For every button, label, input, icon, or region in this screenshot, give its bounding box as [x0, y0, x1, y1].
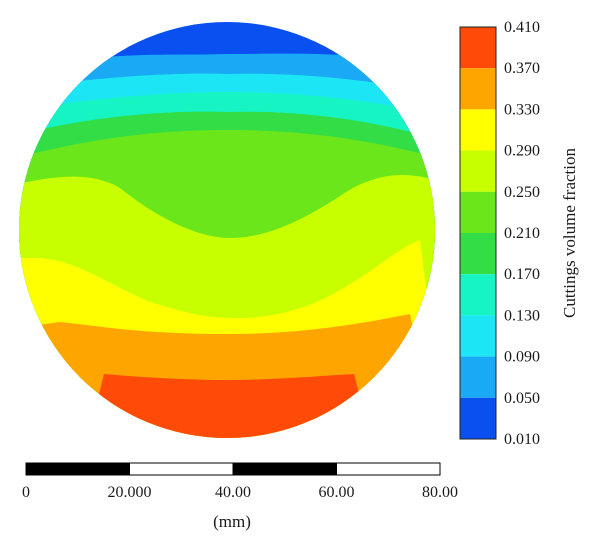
- scale-bar-segment: [232, 462, 337, 476]
- colorbar-tick-label: 0.170: [504, 266, 540, 283]
- scale-bar-segment: [336, 462, 441, 476]
- colorbar-swatch: [460, 109, 496, 151]
- scale-bar-tick-label: 80.00: [422, 484, 458, 501]
- colorbar-tick-label: 0.330: [504, 101, 540, 118]
- colorbar-swatch: [460, 191, 496, 233]
- colorbar-swatch: [460, 315, 496, 357]
- scale-bar: 0 20.000 40.00 60.00 80.00: [22, 462, 458, 501]
- colorbar-swatch: [460, 68, 496, 110]
- colorbar-swatch: [460, 150, 496, 192]
- colorbar-tick-label: 0.010: [504, 431, 540, 448]
- colorbar-tick-label: 0.250: [504, 184, 540, 201]
- scale-bar-tick-label: 60.00: [319, 484, 355, 501]
- scale-bar-segment: [129, 462, 234, 476]
- colorbar-tick-label: 0.130: [504, 307, 540, 324]
- colorbar: 0.410 0.370 0.330 0.290 0.250 0.210 0.170 0.130…: [459, 19, 540, 448]
- scale-bar-tick-label: 0: [22, 484, 30, 501]
- colorbar-swatch: [460, 27, 496, 69]
- colorbar-frame: [459, 26, 497, 440]
- colorbar-tick-label: 0.290: [504, 143, 540, 160]
- colorbar-swatch: [460, 356, 496, 398]
- colorbar-swatch: [460, 274, 496, 316]
- colorbar-tick-label: 0.050: [504, 390, 540, 407]
- scale-bar-segment: [25, 462, 130, 476]
- scale-bar-tick-label: 20.000: [108, 484, 152, 501]
- scale-unit-label: (mm): [213, 512, 251, 531]
- colorbar-tick-label: 0.090: [504, 349, 540, 366]
- colorbar-tick-label: 0.210: [504, 225, 540, 242]
- colorbar-tick-label: 0.370: [504, 60, 540, 77]
- band-0.370-0.410: [60, 374, 400, 438]
- colorbar-label: Cuttings volume fraction: [560, 148, 579, 318]
- colorbar-swatch: [460, 397, 496, 439]
- scale-bar-tick-label: 40.00: [215, 484, 251, 501]
- colorbar-tick-label: 0.410: [504, 19, 540, 36]
- colorbar-swatch: [460, 233, 496, 275]
